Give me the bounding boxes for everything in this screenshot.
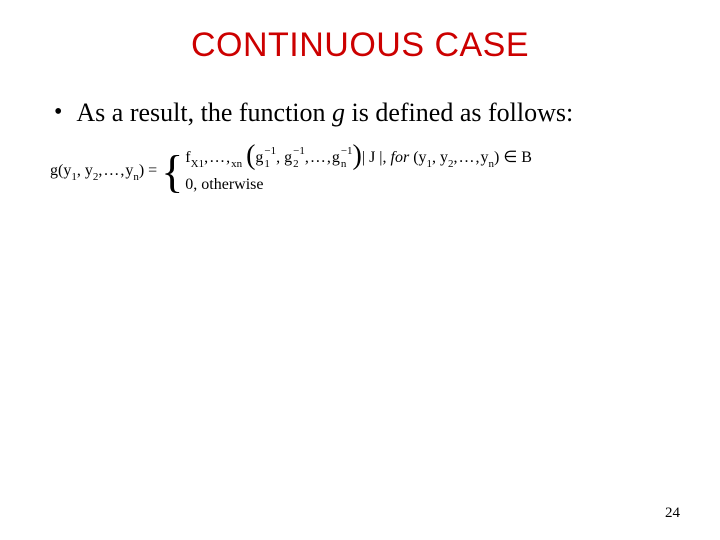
equation-lhs: g(y1, y2,…,yn) = (50, 162, 157, 182)
jacobian: | J |, (362, 149, 391, 166)
g1: g (255, 149, 263, 166)
g2-sup: −1 (293, 146, 305, 156)
big-close-paren: ) (353, 140, 362, 171)
big-open-paren: ( (246, 140, 255, 171)
yy1-sub: 1 (427, 158, 433, 170)
f-sub-X: X (191, 158, 199, 170)
for-text: for (391, 149, 410, 166)
bullet-text-before: As a result, the function (76, 98, 332, 127)
gn-sub: n (341, 159, 353, 169)
bullet-text-after: is defined as follows: (345, 98, 573, 127)
lhs-ellipsis: ,…, (98, 162, 125, 179)
xn: x (231, 158, 237, 170)
page-number: 24 (665, 505, 680, 522)
f-ellipsis: ,…, (204, 149, 231, 166)
f-sub-1: 1 (199, 158, 205, 170)
y1-sub: 1 (71, 171, 77, 183)
gn-supsub: −1 n (341, 148, 353, 168)
f: f (185, 149, 190, 166)
yn-sub: n (133, 171, 139, 183)
function-name-g: g (332, 98, 345, 127)
comma1: , (77, 162, 85, 179)
gn: g (332, 149, 340, 166)
g2-supsub: −12 (293, 148, 305, 168)
cases-container: fX1,…,xn (g−11, g−12,…,g−1n)| J |, for (… (185, 147, 532, 196)
equation-block: g(y1, y2,…,yn) = { fX1,…,xn (g−11, g−12,… (50, 147, 680, 196)
in-B: ∈ B (499, 149, 532, 166)
lhs-g: g (50, 162, 58, 179)
cases-brace: { (161, 149, 183, 195)
case-line-2: 0, otherwise (185, 174, 532, 196)
g2: g (284, 149, 292, 166)
g2-sub: 2 (293, 159, 305, 169)
bullet-item: • As a result, the function g is defined… (54, 97, 680, 129)
y-ellipsis: ,…, (454, 149, 481, 166)
bullet-marker: • (54, 97, 62, 127)
case-line-1: fX1,…,xn (g−11, g−12,…,g−1n)| J |, for (… (185, 147, 532, 174)
g1-sup: −1 (264, 146, 276, 156)
equals: = (144, 162, 157, 179)
g-ellipsis: ,…, (305, 149, 332, 166)
bullet-text: As a result, the function g is defined a… (76, 97, 573, 129)
yy1: y (419, 149, 427, 166)
yy2-sub: 2 (448, 158, 454, 170)
yyn-sub: n (489, 158, 495, 170)
slide-title: CONTINUOUS CASE (40, 26, 680, 65)
sep1: , (276, 149, 284, 166)
y2-sub: 2 (93, 171, 99, 183)
yc1: , (432, 149, 440, 166)
slide-container: CONTINUOUS CASE • As a result, the funct… (0, 0, 720, 540)
g1-sub: 1 (264, 159, 276, 169)
gn-sup: −1 (341, 146, 353, 156)
yy2: y (440, 149, 448, 166)
xn-sub: n (237, 158, 243, 170)
y2: y (85, 162, 93, 179)
g1-supsub: −11 (264, 148, 276, 168)
yyn: y (481, 149, 489, 166)
